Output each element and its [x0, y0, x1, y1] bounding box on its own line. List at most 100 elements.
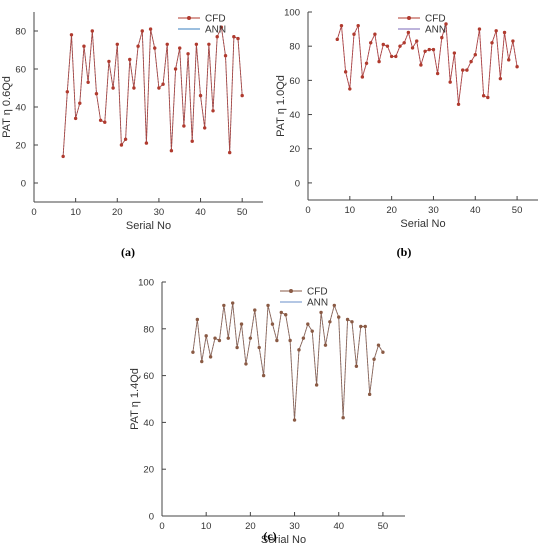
data-point-cfd: [111, 86, 115, 90]
x-tick-label: 10: [201, 521, 212, 532]
data-point-cfd: [292, 418, 297, 422]
y-tick-label: 100: [284, 8, 300, 19]
data-point-cfd: [270, 322, 275, 326]
x-tick-label: 50: [378, 521, 389, 532]
x-tick-label: 30: [154, 207, 165, 218]
data-point-cfd: [402, 41, 406, 45]
data-point-cfd: [226, 336, 230, 340]
data-point-cfd: [456, 102, 461, 106]
data-point-cfd: [284, 313, 288, 317]
chart-panel-2: 0 20 40 60 80 100 0 10 20 30 40 50 Serial No PAT η 1.…: [275, 8, 538, 259]
data-point-cfd: [194, 42, 199, 46]
series-line-cfd: [192, 303, 384, 421]
data-point-cfd: [82, 44, 86, 48]
y-tick-label: 0: [149, 512, 154, 523]
data-point-cfd: [381, 42, 385, 47]
data-point-cfd: [136, 44, 140, 48]
y-tick-label: 60: [143, 371, 154, 382]
y-tick-label: 100: [138, 278, 154, 289]
series-line-ann: [62, 25, 243, 157]
data-point-cfd: [345, 317, 350, 322]
data-point-cfd: [301, 336, 306, 340]
panel-caption: (a): [121, 245, 135, 259]
data-point-cfd: [367, 392, 372, 397]
x-axis-title: Serial No: [126, 220, 171, 232]
data-point-cfd: [348, 87, 352, 91]
x-axis-title: Serial No: [261, 534, 306, 546]
data-point-cfd: [341, 416, 345, 420]
y-tick-label: 0: [295, 178, 300, 189]
data-point-cfd: [257, 345, 261, 350]
legend-label: CFD: [307, 287, 328, 298]
data-point-cfd: [477, 27, 482, 31]
y-tick-label: 40: [15, 103, 26, 114]
legend-marker: [187, 16, 191, 20]
x-tick-label: 50: [237, 207, 248, 218]
y-tick-label: 80: [289, 42, 300, 53]
data-point-cfd: [195, 317, 200, 322]
data-point-cfd: [148, 27, 153, 31]
data-point-cfd: [103, 120, 107, 124]
x-tick-label: 50: [512, 205, 523, 216]
data-point-cfd: [90, 29, 94, 33]
y-tick-label: 0: [21, 179, 26, 190]
data-point-cfd: [339, 23, 344, 28]
data-point-cfd: [465, 68, 469, 72]
data-point-cfd: [153, 46, 157, 50]
data-point-cfd: [490, 41, 494, 45]
x-tick-label: 0: [31, 207, 36, 218]
data-point-cfd: [173, 67, 178, 71]
y-tick-label: 80: [15, 27, 26, 38]
legend-marker: [289, 289, 293, 293]
data-point-cfd: [419, 63, 423, 67]
data-point-cfd: [306, 322, 310, 326]
data-point-cfd: [232, 35, 236, 39]
data-point-cfd: [473, 53, 477, 57]
data-point-cfd: [253, 308, 257, 312]
y-tick-label: 20: [143, 465, 154, 476]
data-point-cfd: [73, 116, 78, 121]
data-point-cfd: [211, 109, 215, 113]
data-point-cfd: [222, 303, 226, 308]
data-point-cfd: [279, 310, 283, 315]
data-point-cfd: [427, 47, 431, 52]
data-point-cfd: [123, 137, 128, 141]
y-axis-title: PAT η 0.6Qd: [1, 76, 13, 138]
data-point-cfd: [328, 320, 332, 324]
data-point-cfd: [319, 310, 323, 315]
data-point-cfd: [144, 141, 149, 145]
panel-caption: (b): [397, 245, 412, 259]
legend-label: ANN: [205, 25, 226, 36]
data-point-cfd: [507, 58, 511, 62]
y-tick-label: 20: [289, 144, 300, 155]
data-point-cfd: [314, 383, 319, 387]
data-point-cfd: [343, 70, 348, 74]
data-point-cfd: [431, 47, 436, 52]
x-tick-label: 40: [470, 205, 481, 216]
data-point-cfd: [200, 359, 204, 364]
data-point-cfd: [359, 324, 363, 329]
series-line-cfd: [62, 25, 243, 157]
x-axis-title: Serial No: [400, 218, 445, 230]
x-tick-label: 30: [289, 521, 300, 532]
data-point-cfd: [203, 126, 207, 130]
data-point-cfd: [248, 336, 253, 340]
data-point-cfd: [332, 303, 337, 308]
y-tick-label: 60: [15, 65, 26, 76]
data-point-cfd: [239, 322, 244, 326]
legend-label: CFD: [425, 14, 446, 25]
data-point-cfd: [219, 25, 224, 29]
data-point-cfd: [423, 49, 427, 54]
data-point-cfd: [186, 52, 190, 56]
data-point-cfd: [217, 338, 222, 343]
data-point-cfd: [350, 320, 354, 324]
x-tick-label: 30: [428, 205, 439, 216]
data-point-cfd: [515, 64, 519, 69]
data-point-cfd: [204, 334, 208, 338]
data-point-cfd: [190, 139, 194, 143]
data-point-cfd: [157, 86, 161, 90]
data-point-cfd: [98, 118, 103, 123]
data-point-cfd: [227, 150, 232, 155]
